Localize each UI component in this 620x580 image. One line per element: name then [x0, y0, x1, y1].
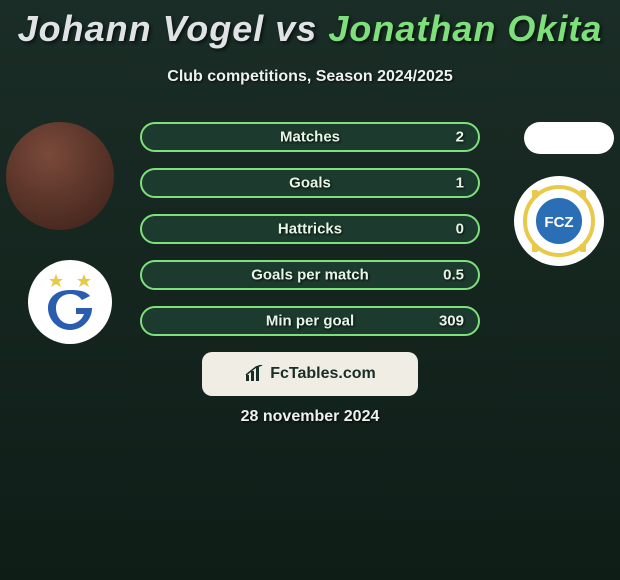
bar-chart-icon [244, 365, 266, 383]
stat-row: Matches 2 [140, 122, 480, 152]
stat-right-value: 0.5 [443, 267, 464, 284]
brand-label: FcTables.com [270, 365, 376, 383]
stat-right-value: 309 [439, 313, 464, 330]
stat-right-value: 0 [456, 221, 464, 238]
stat-label: Matches [280, 129, 340, 146]
gc-crest-icon [36, 268, 104, 336]
svg-text:FCZ: FCZ [544, 214, 573, 231]
player-left-avatar [6, 122, 114, 230]
stat-row: Min per goal 309 [140, 306, 480, 336]
title-vs: vs [275, 8, 317, 49]
stat-right-value: 1 [456, 175, 464, 192]
comparison-title: Johann Vogel vs Jonathan Okita [0, 0, 620, 50]
comparison-subtitle: Club competitions, Season 2024/2025 [0, 68, 620, 86]
brand-badge[interactable]: FcTables.com [202, 352, 418, 396]
fcz-crest-icon: FCZ [522, 184, 596, 258]
stat-row: Goals 1 [140, 168, 480, 198]
stat-right-value: 2 [456, 129, 464, 146]
stat-label: Hattricks [278, 221, 342, 238]
stat-label: Goals per match [251, 267, 369, 284]
stat-row: Hattricks 0 [140, 214, 480, 244]
stat-label: Min per goal [266, 313, 354, 330]
player-right-name: Jonathan Okita [328, 8, 602, 49]
club-left-crest [28, 260, 112, 344]
player-left-name: Johann Vogel [18, 8, 265, 49]
stats-list: Matches 2 Goals 1 Hattricks 0 Goals per … [140, 122, 480, 352]
club-right-crest: FCZ [514, 176, 604, 266]
stat-label: Goals [289, 175, 331, 192]
player-right-avatar [524, 122, 614, 154]
snapshot-date: 28 november 2024 [0, 408, 620, 426]
stat-row: Goals per match 0.5 [140, 260, 480, 290]
